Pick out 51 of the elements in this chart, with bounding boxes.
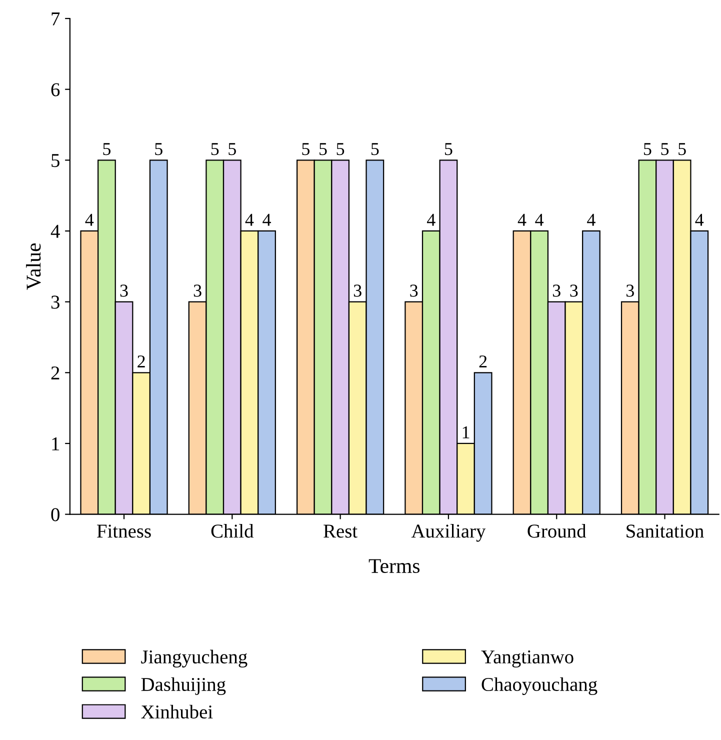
data-label: 4 — [85, 214, 94, 226]
legend-label: Jiangyucheng — [141, 650, 248, 668]
x-tick-label: Rest — [324, 524, 358, 538]
y-tick-label: 6 — [51, 83, 60, 96]
legend-label: Xinhubei — [141, 704, 213, 719]
y-tick-label: 2 — [51, 366, 60, 380]
data-label: 5 — [371, 143, 379, 156]
x-tick-label: Ground — [528, 524, 586, 538]
data-label: 5 — [228, 143, 236, 156]
x-tick-label: Sanitation — [626, 524, 704, 538]
data-label: 2 — [479, 355, 487, 368]
data-label: 5 — [103, 143, 111, 156]
data-label: 5 — [320, 143, 327, 156]
data-label: 4 — [262, 214, 271, 226]
data-label: 3 — [120, 284, 128, 297]
data-label: 4 — [695, 214, 704, 226]
data-label: 2 — [138, 355, 145, 368]
y-tick-label: 5 — [52, 154, 60, 168]
data-label: 4 — [535, 214, 544, 226]
data-label: 5 — [678, 143, 686, 156]
x-tick-label: Auxiliary — [411, 524, 486, 542]
x-axis-title: Terms — [368, 559, 420, 574]
data-label: 5 — [336, 143, 344, 156]
data-label: 4 — [518, 214, 526, 226]
data-label: 3 — [410, 284, 418, 297]
legend-label: Yangtianwo — [481, 650, 574, 668]
x-tick-label: Fitness — [97, 524, 151, 538]
legend-label: Chaoyouchang — [482, 677, 598, 696]
data-label: 5 — [211, 143, 219, 156]
data-label: 4 — [587, 214, 596, 226]
data-label: 3 — [194, 284, 202, 297]
y-axis-title: Value — [26, 243, 41, 290]
data-label: 5 — [302, 143, 310, 156]
data-label: 3 — [552, 284, 560, 297]
y-tick-label: 1 — [52, 437, 60, 450]
data-label: 5 — [661, 143, 669, 156]
legend-label: Dashuijing — [141, 677, 226, 696]
data-label: 5 — [644, 143, 652, 156]
y-tick-label: 4 — [50, 224, 60, 238]
data-label: 3 — [626, 284, 634, 297]
data-label: 4 — [426, 214, 436, 226]
data-label: 5 — [445, 143, 452, 156]
data-label: 3 — [354, 284, 362, 297]
data-label: 3 — [570, 284, 578, 297]
data-label: 4 — [245, 214, 254, 226]
y-tick-label: 7 — [52, 12, 60, 26]
data-label: 1 — [462, 426, 470, 438]
y-tick-label: 3 — [51, 296, 60, 309]
data-label: 5 — [155, 143, 162, 156]
x-tick-label: Child — [211, 524, 254, 538]
y-tick-label: 0 — [51, 508, 60, 522]
